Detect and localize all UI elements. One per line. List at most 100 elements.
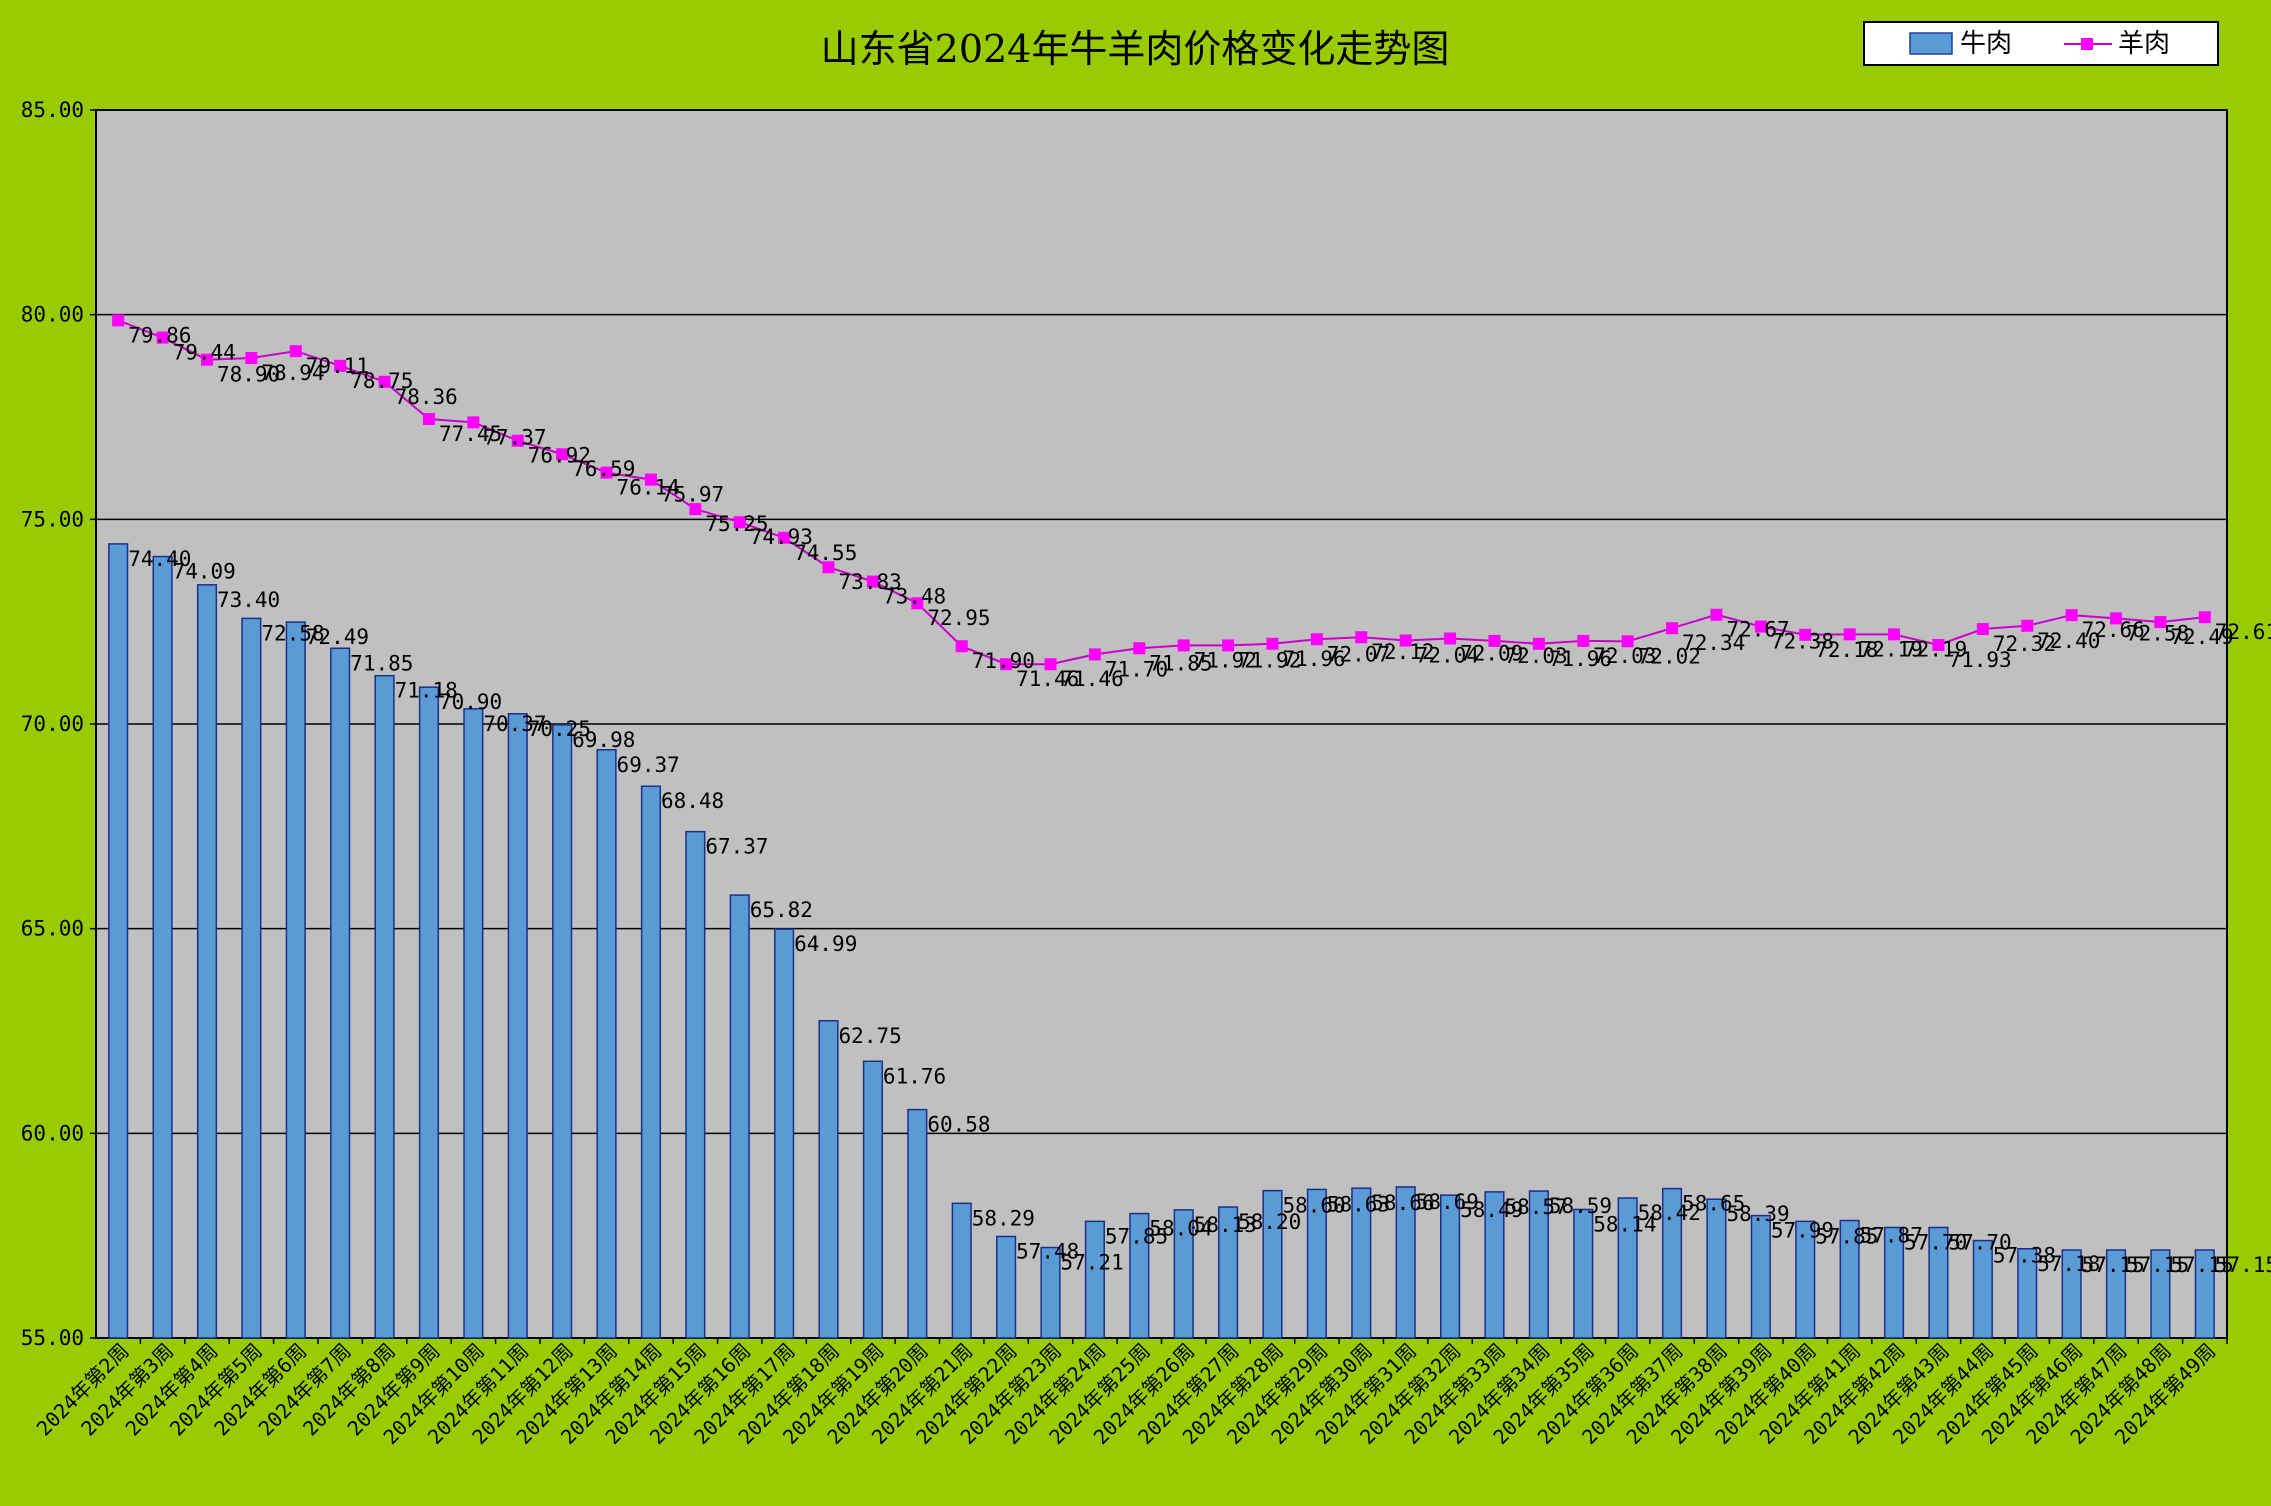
- mutton-data-label: 72.19: [1860, 637, 1923, 661]
- mutton-data-label: 71.92: [1238, 648, 1301, 672]
- beef-bar: [507, 713, 528, 1339]
- mutton-data-label: 78.36: [395, 385, 458, 409]
- mutton-marker: [2110, 612, 2123, 625]
- mutton-data-label: 71.85: [1149, 651, 1212, 675]
- mutton-data-label: 78.94: [261, 361, 324, 385]
- mutton-data-label: 79.11: [306, 354, 369, 378]
- beef-bar: [2017, 1248, 2038, 1339]
- mutton-data-label: 74.55: [794, 541, 857, 565]
- mutton-marker: [1710, 608, 1723, 621]
- mutton-marker: [1222, 639, 1235, 652]
- beef-bar: [2061, 1249, 2082, 1339]
- beef-bar: [1218, 1206, 1239, 1339]
- mutton-data-label: 72.58: [2126, 621, 2189, 645]
- beef-bar: [330, 647, 351, 1339]
- beef-bar: [862, 1060, 884, 1339]
- beef-data-label: 57.15: [2215, 1253, 2271, 1277]
- mutton-marker: [778, 531, 791, 544]
- mutton-data-label: 73.83: [839, 570, 902, 594]
- beef-data-labels: 74.4074.0973.4072.5872.4971.8571.1870.90…: [128, 547, 2271, 1277]
- beef-data-label: 70.37: [483, 712, 546, 736]
- beef-bar: [1528, 1190, 1549, 1339]
- mutton-data-label: 76.92: [528, 444, 591, 468]
- mutton-marker: [200, 353, 213, 366]
- beef-bar: [152, 555, 173, 1339]
- beef-bar: [1972, 1239, 1993, 1339]
- beef-data-label: 67.37: [705, 835, 768, 859]
- mutton-line-layer: [112, 314, 2211, 671]
- mutton-data-label: 72.32: [1993, 632, 2056, 656]
- mutton-data-label: 71.90: [972, 649, 1035, 673]
- mutton-data-label: 72.07: [1327, 642, 1390, 666]
- y-tick-label: 60.00: [21, 1121, 84, 1145]
- mutton-data-label: 73.48: [883, 585, 946, 609]
- mutton-marker: [1666, 622, 1679, 635]
- mutton-marker: [378, 375, 391, 388]
- beef-bar: [1439, 1194, 1461, 1339]
- mutton-data-label: 79.44: [173, 341, 236, 365]
- mutton-marker: [1133, 642, 1146, 655]
- mutton-marker: [1488, 634, 1501, 647]
- beef-bar: [729, 894, 750, 1339]
- mutton-data-label: 72.18: [1815, 638, 1878, 662]
- mutton-marker: [1976, 623, 1989, 636]
- mutton-marker: [1044, 658, 1057, 671]
- mutton-marker: [289, 345, 302, 358]
- mutton-marker: [112, 314, 125, 327]
- mutton-data-label: 72.67: [1726, 618, 1789, 642]
- y-tick-label: 65.00: [21, 917, 84, 941]
- mutton-marker: [733, 516, 746, 529]
- mutton-marker: [1444, 632, 1457, 645]
- legend-mutton-marker: [2081, 38, 2093, 50]
- mutton-data-label: 72.02: [1638, 644, 1701, 668]
- beef-bar: [907, 1108, 928, 1339]
- legend-beef-label: 牛肉: [1960, 29, 2012, 59]
- mutton-data-label: 71.96: [1549, 647, 1612, 671]
- mutton-data-label: 71.46: [1061, 667, 1124, 691]
- beef-data-label: 61.76: [883, 1064, 946, 1088]
- mutton-data-label: 78.90: [217, 363, 280, 387]
- mutton-data-label: 72.49: [2170, 625, 2233, 649]
- beef-data-label: 58.42: [1638, 1201, 1701, 1225]
- mutton-marker: [866, 575, 879, 588]
- beef-bar: [1750, 1214, 1771, 1339]
- mutton-marker: [1577, 634, 1590, 647]
- beef-bar: [596, 749, 617, 1339]
- beef-data-label: 58.59: [1549, 1194, 1612, 1218]
- mutton-marker: [334, 359, 347, 372]
- mutton-data-label: 76.59: [572, 457, 635, 481]
- chart-title: 山东省2024年牛羊肉价格变化走势图: [821, 27, 1450, 71]
- mutton-marker: [911, 597, 924, 610]
- beef-bar: [1306, 1188, 1327, 1339]
- y-tick-label: 75.00: [21, 507, 84, 531]
- beef-data-label: 64.99: [794, 932, 857, 956]
- mutton-marker: [1843, 628, 1856, 641]
- mutton-data-label: 76.14: [617, 476, 680, 500]
- beef-data-label: 72.49: [306, 625, 369, 649]
- beef-data-label: 57.15: [2082, 1253, 2145, 1277]
- beef-data-label: 58.13: [1194, 1213, 1257, 1237]
- beef-data-label: 57.38: [1993, 1244, 2056, 1268]
- beef-bar: [1484, 1191, 1505, 1339]
- legend: 牛肉 羊肉: [1863, 21, 2219, 66]
- beef-data-label: 58.29: [972, 1206, 1035, 1230]
- mutton-marker: [1754, 620, 1767, 633]
- beef-data-label: 57.70: [1948, 1230, 2011, 1254]
- beef-bar: [774, 928, 795, 1339]
- beef-data-label: 58.69: [1416, 1190, 1479, 1214]
- mutton-marker: [511, 434, 524, 447]
- beef-bars: [108, 543, 2215, 1339]
- mutton-marker: [1399, 634, 1412, 647]
- beef-bar: [418, 686, 440, 1339]
- legend-beef-swatch: [1909, 32, 1953, 55]
- mutton-marker: [1888, 628, 1901, 641]
- beef-data-label: 57.70: [1904, 1230, 1967, 1254]
- beef-data-label: 58.57: [1504, 1195, 1567, 1219]
- mutton-marker: [1799, 628, 1812, 641]
- mutton-marker: [2021, 619, 2034, 632]
- mutton-marker: [644, 473, 657, 486]
- mutton-data-label: 77.37: [483, 425, 546, 449]
- beef-data-label: 57.15: [2126, 1253, 2189, 1277]
